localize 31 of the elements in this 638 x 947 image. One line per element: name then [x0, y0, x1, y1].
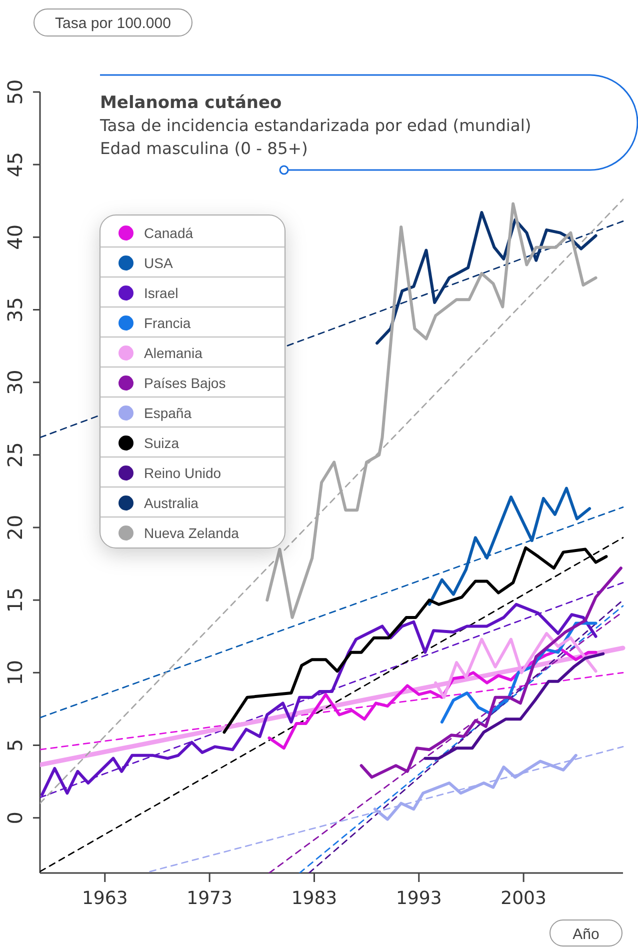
legend-label: Países Bajos [144, 375, 226, 391]
y-tick-label: 45 [3, 152, 27, 178]
legend-label: Canadá [144, 225, 194, 241]
x-tick-label: 1993 [396, 888, 442, 909]
legend-label: Nueva Zelanda [144, 525, 240, 541]
y-tick-label: 40 [3, 224, 27, 250]
y-tick-label: 20 [3, 514, 27, 540]
y-tick-label: 0 [3, 811, 27, 824]
legend-label: Australia [144, 495, 199, 511]
legend-label: Francia [144, 315, 191, 331]
x-tick-label: 1973 [186, 888, 232, 909]
legend-label: Alemania [144, 345, 203, 361]
legend-label: USA [144, 255, 174, 271]
y-tick-label: 5 [3, 738, 27, 752]
y-tick-label: 25 [3, 442, 27, 468]
y-tick-label: 15 [3, 587, 27, 613]
y-tick-label: 10 [3, 660, 27, 686]
text: Tasa de incidencia estandarizada por edad (mundial) Edad masculina (0 - 85+) [99, 116, 532, 158]
x-tick-label: 1963 [82, 888, 128, 909]
legend-label: Suiza [144, 435, 180, 451]
y-tick-label: 35 [3, 297, 27, 322]
x-axis-title: Año [572, 926, 600, 943]
x-tick-label: 2003 [500, 888, 546, 909]
legend-label: Reino Unido [144, 465, 222, 481]
legend-label: España [144, 405, 192, 421]
x-tick-label: 1983 [291, 888, 338, 909]
y-axis-title: Tasa por 100.000 [55, 15, 171, 32]
legend-label: Israel [144, 285, 178, 301]
y-tick-label: 50 [3, 79, 27, 105]
y-tick-label: 30 [3, 370, 27, 396]
chart-title: Melanoma cutáneo [100, 93, 282, 113]
